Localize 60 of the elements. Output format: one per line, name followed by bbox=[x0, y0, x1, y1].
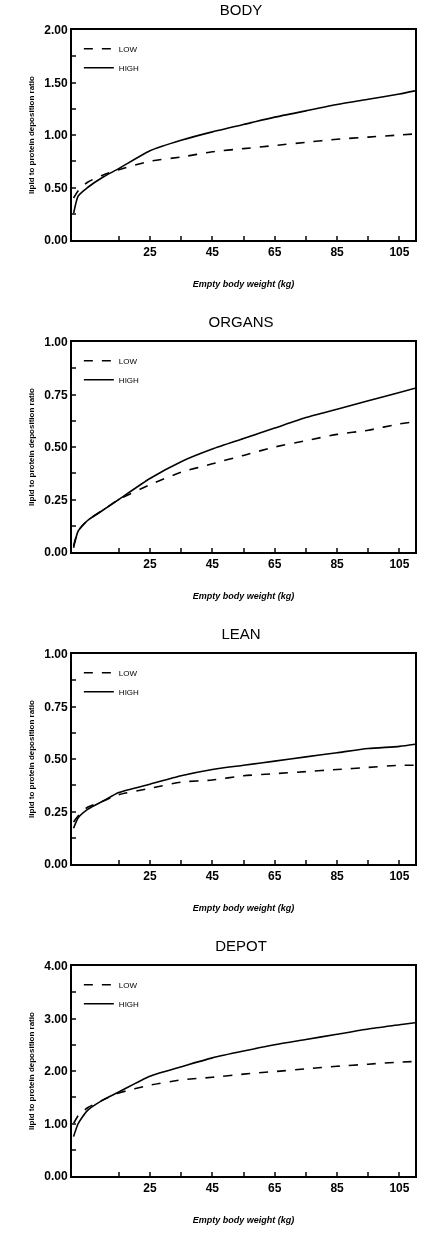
x-tick-label: 85 bbox=[330, 557, 345, 572]
x-tick-label: 25 bbox=[143, 557, 157, 572]
y-tick-label: 0.25 bbox=[44, 804, 68, 819]
y-axis-title: lipid to protein deposition ratio bbox=[27, 1012, 37, 1130]
legend-label: LOW bbox=[118, 980, 138, 990]
x-tick-label: 65 bbox=[268, 245, 282, 260]
y-tick-label: 1.00 bbox=[44, 128, 68, 143]
y-tick-label: 4.00 bbox=[44, 959, 68, 974]
x-tick-label: 65 bbox=[268, 1181, 282, 1196]
y-tick-label: 1.50 bbox=[44, 75, 68, 90]
chart-title: BODY bbox=[219, 1, 263, 19]
y-axis-title: lipid to protein deposition ratio bbox=[27, 76, 37, 194]
legend-label: LOW bbox=[118, 44, 138, 54]
y-tick-label: 0.75 bbox=[44, 699, 68, 714]
y-tick-label: 0.50 bbox=[44, 752, 68, 767]
x-tick-label: 85 bbox=[330, 869, 345, 884]
x-tick-label: 45 bbox=[205, 557, 220, 572]
y-tick-label: 0.25 bbox=[44, 492, 68, 507]
x-tick-label: 85 bbox=[330, 1181, 345, 1196]
x-tick-label: 105 bbox=[389, 557, 410, 572]
x-axis-title: Empty body weight (kg) bbox=[192, 1214, 295, 1225]
legend-label: HIGH bbox=[118, 687, 140, 697]
x-tick-label: 65 bbox=[268, 557, 282, 572]
x-tick-label: 45 bbox=[205, 869, 220, 884]
legend-label: HIGH bbox=[118, 63, 140, 73]
y-axis-title: lipid to protein deposition ratio bbox=[27, 700, 37, 818]
chart-title: LEAN bbox=[221, 625, 261, 643]
x-tick-label: 65 bbox=[268, 869, 282, 884]
y-tick-label: 0.50 bbox=[44, 180, 68, 195]
legend-label: HIGH bbox=[118, 375, 140, 385]
x-tick-label: 45 bbox=[205, 245, 220, 260]
legend-label: LOW bbox=[118, 668, 138, 678]
y-tick-label: 1.00 bbox=[44, 1116, 68, 1131]
x-tick-label: 25 bbox=[143, 869, 157, 884]
y-tick-label: 0.50 bbox=[44, 440, 68, 455]
y-tick-label: 1.00 bbox=[44, 335, 68, 350]
y-tick-label: 0.00 bbox=[44, 857, 68, 872]
x-axis-title: Empty body weight (kg) bbox=[192, 278, 295, 289]
x-tick-label: 105 bbox=[389, 869, 410, 884]
chart-title: DEPOT bbox=[215, 937, 267, 955]
x-tick-label: 105 bbox=[389, 245, 410, 260]
x-tick-label: 25 bbox=[143, 1181, 157, 1196]
x-axis-title: Empty body weight (kg) bbox=[192, 902, 295, 913]
legend-label: LOW bbox=[118, 356, 138, 366]
y-tick-label: 2.00 bbox=[44, 23, 68, 38]
y-tick-label: 0.75 bbox=[44, 387, 68, 402]
y-axis-title: lipid to protein deposition ratio bbox=[27, 388, 37, 506]
y-tick-label: 0.00 bbox=[44, 545, 68, 560]
y-tick-label: 2.00 bbox=[44, 1064, 68, 1079]
x-tick-label: 105 bbox=[389, 1181, 410, 1196]
x-tick-label: 85 bbox=[330, 245, 345, 260]
x-axis-title: Empty body weight (kg) bbox=[192, 590, 295, 601]
y-tick-label: 0.00 bbox=[44, 233, 68, 248]
y-tick-label: 3.00 bbox=[44, 1011, 68, 1026]
legend-label: HIGH bbox=[118, 999, 140, 1009]
y-tick-label: 1.00 bbox=[44, 647, 68, 662]
y-tick-label: 0.00 bbox=[44, 1169, 68, 1184]
x-tick-label: 45 bbox=[205, 1181, 220, 1196]
x-tick-label: 25 bbox=[143, 245, 157, 260]
chart-title: ORGANS bbox=[208, 313, 274, 331]
